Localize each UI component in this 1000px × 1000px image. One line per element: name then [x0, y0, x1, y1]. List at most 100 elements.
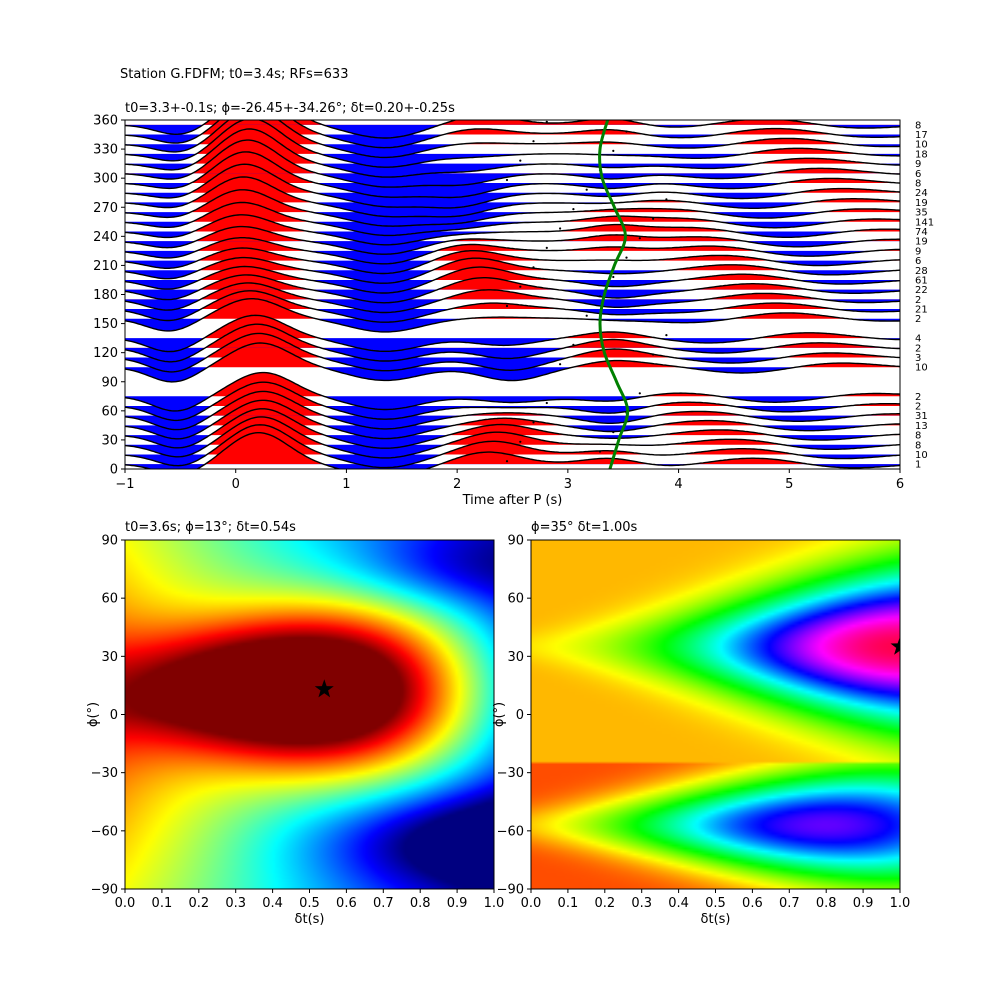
y-tick-label: 0 — [110, 708, 118, 723]
trace-line — [125, 323, 900, 363]
phase-marker — [519, 440, 522, 443]
y-tick-label: 240 — [93, 230, 118, 245]
phase-marker — [638, 392, 641, 395]
y-tick-label: 270 — [93, 201, 118, 216]
trace-count-label: 9 — [915, 246, 921, 257]
x-tick-label: 2 — [453, 477, 461, 492]
trace-count-label: 10 — [915, 450, 928, 461]
y-tick-label: 60 — [101, 404, 118, 419]
x-tick-label: 0.1 — [558, 896, 579, 911]
trace-line — [125, 342, 900, 383]
trace-negative-fill — [125, 153, 900, 168]
trace-count-label: 22 — [915, 285, 928, 296]
wiggle-section-chart: −1 0 1 2 3 4 5 60306090120150180210240270300330… — [93, 114, 934, 509]
trace-line — [125, 314, 900, 353]
trace-count-label: 6 — [915, 256, 921, 267]
trace-positive-fill — [125, 189, 900, 213]
x-tick-label: 0.6 — [742, 896, 763, 911]
heatmap-right-title: ϕ=35° δt=1.00s — [531, 520, 638, 535]
trace-line — [125, 201, 900, 237]
phase-marker — [598, 450, 602, 453]
phase-marker — [572, 208, 575, 211]
phase-marker — [559, 363, 562, 366]
trace-positive-fill — [125, 372, 900, 397]
phase-marker — [638, 237, 641, 240]
trace-positive-fill — [125, 282, 900, 300]
phase-marker — [612, 431, 615, 434]
phase-marker — [585, 314, 588, 317]
trace-count-label: 2 — [915, 392, 921, 403]
y-tick-label: −90 — [497, 883, 524, 898]
trace-line — [125, 120, 900, 168]
phase-marker — [665, 198, 668, 201]
phase-marker — [625, 256, 628, 259]
y-tick-label: 30 — [507, 650, 524, 665]
trace-count-label: 2 — [915, 295, 921, 306]
y-tick-label: 330 — [93, 143, 118, 158]
x-tick-label: 0.8 — [410, 896, 431, 911]
phase-marker — [505, 178, 509, 182]
x-tick-label: 0.7 — [779, 896, 800, 911]
trace-count-label: 18 — [915, 149, 928, 160]
trace-positive-fill — [125, 177, 900, 203]
y-tick-label: 60 — [507, 592, 524, 607]
trace-line — [125, 163, 900, 209]
heatmap-frame — [124, 539, 495, 890]
phase-marker — [572, 343, 575, 346]
trace-line — [125, 416, 900, 459]
x-tick-label: 0.0 — [521, 896, 542, 911]
trace-positive-fill — [125, 290, 900, 310]
trace-count-label: 31 — [915, 411, 928, 422]
trace-count-label: 1 — [915, 460, 921, 471]
trace-count-label: 3 — [915, 353, 921, 364]
trace-line — [125, 282, 900, 314]
trace-negative-fill — [125, 464, 900, 469]
trace-negative-fill — [125, 163, 900, 178]
trace-line — [125, 408, 900, 449]
wiggle-title: t0=3.3+-0.1s; ϕ=-26.45+-34.26°; δt=0.20+… — [125, 101, 455, 116]
trace-negative-fill — [125, 425, 900, 439]
x-tick-label: 0.0 — [115, 896, 136, 911]
trace-count-label: 35 — [915, 208, 928, 219]
delay-curve — [598, 120, 630, 469]
x-tick-label: 0 — [232, 477, 240, 492]
heatmap-left-image — [125, 540, 494, 889]
x-tick-label: 1.0 — [890, 896, 911, 911]
y-tick-label: −30 — [91, 766, 118, 781]
y-tick-label: 30 — [101, 433, 118, 448]
trace-count-label: 6 — [915, 169, 921, 180]
maximum-star-marker — [890, 636, 900, 655]
x-tick-label: 6 — [896, 477, 904, 492]
y-tick-label: 90 — [507, 534, 524, 549]
trace-negative-fill — [125, 270, 900, 284]
trace-count-label: 19 — [915, 198, 928, 209]
x-tick-label: −1 — [115, 477, 134, 492]
x-tick-label: 0.6 — [336, 896, 357, 911]
phase-marker — [625, 130, 628, 133]
trace-line — [125, 371, 900, 412]
phase-marker — [545, 246, 548, 249]
trace-positive-fill — [125, 248, 900, 261]
y-tick-label: 360 — [93, 114, 118, 129]
trace-line — [125, 151, 900, 199]
trace-line — [125, 265, 900, 294]
phase-marker — [559, 227, 562, 230]
heatmap-right-image — [531, 540, 900, 889]
phase-marker — [585, 188, 588, 191]
trace-line — [125, 128, 900, 178]
trace-line — [125, 432, 900, 469]
trace-count-label: 141 — [915, 217, 934, 228]
trace-line — [125, 237, 900, 265]
trace-line — [125, 120, 900, 159]
trace-count-label: 8 — [915, 440, 921, 451]
y-tick-label: −30 — [497, 766, 524, 781]
phase-marker — [519, 285, 522, 288]
trace-positive-fill — [125, 202, 900, 222]
trace-line — [125, 256, 900, 284]
heatmap-frame — [530, 539, 901, 890]
trace-negative-fill — [125, 347, 900, 362]
y-tick-label: −60 — [497, 824, 524, 839]
trace-line — [125, 274, 900, 304]
trace-count-label: 9 — [915, 159, 921, 170]
